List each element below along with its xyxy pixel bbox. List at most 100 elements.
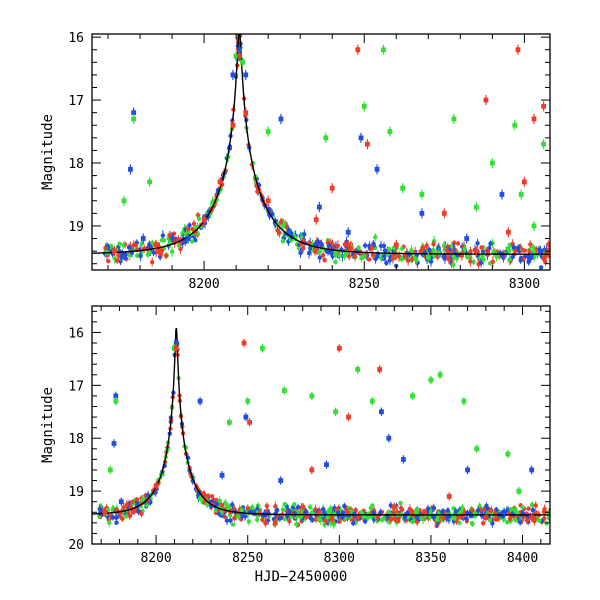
dense-point: [370, 503, 375, 509]
dense-point: [235, 514, 241, 519]
dense-point: [367, 257, 372, 262]
dense-point: [319, 241, 324, 246]
data-point: [355, 47, 361, 53]
dense-point: [537, 518, 542, 523]
dense-point: [470, 522, 475, 527]
dense-point: [524, 518, 530, 523]
dense-point: [410, 519, 415, 525]
dense-point: [369, 246, 375, 251]
dense-point: [512, 517, 518, 522]
dense-point: [529, 502, 535, 507]
dense-point: [506, 246, 511, 251]
y-tick-label: 17: [68, 379, 84, 394]
dense-point: [350, 517, 356, 522]
dense-point: [302, 232, 307, 237]
dense-point: [484, 503, 489, 509]
dense-point: [419, 248, 424, 254]
dense-point: [532, 518, 537, 524]
dense-point: [278, 220, 284, 225]
data-point: [153, 483, 159, 489]
dense-point: [300, 504, 306, 509]
data-point: [358, 135, 364, 141]
data-point: [233, 53, 239, 59]
dense-point: [378, 510, 383, 515]
data-point: [512, 122, 518, 128]
dense-point: [110, 515, 116, 520]
data-point: [227, 419, 232, 425]
dense-point: [126, 245, 132, 250]
data-point: [236, 53, 242, 59]
dense-point: [478, 260, 484, 265]
data-point: [441, 210, 447, 216]
dense-point: [526, 506, 531, 511]
data-point: [451, 116, 457, 122]
dense-point: [230, 502, 235, 507]
dense-point: [120, 516, 125, 521]
axis-ticks: [92, 306, 550, 545]
x-tick-label: 8200: [140, 551, 171, 566]
data-point: [345, 242, 351, 248]
data-point: [387, 129, 393, 134]
dense-point: [494, 254, 499, 259]
x-tick-label: 8300: [509, 277, 540, 292]
dense-point: [326, 243, 332, 248]
series-red: [112, 44, 546, 257]
y-tick-label: 19: [68, 485, 84, 500]
dense-point: [287, 518, 292, 524]
data-point: [393, 242, 399, 248]
dense-point: [316, 516, 321, 522]
dense-point: [352, 254, 358, 259]
data-point: [230, 122, 236, 128]
y-tick-label: 18: [68, 432, 84, 447]
dense-point: [508, 507, 514, 512]
dense-point: [317, 509, 322, 515]
dense-point: [452, 515, 457, 521]
data-point: [446, 494, 452, 499]
dense-point: [488, 508, 493, 513]
dense-point: [359, 510, 364, 515]
data-point: [499, 192, 505, 197]
data-point: [309, 467, 315, 473]
dense-point: [407, 506, 413, 512]
dense-point: [520, 505, 525, 510]
model-curve: [92, 34, 550, 255]
dense-point: [451, 506, 456, 511]
dense-point: [526, 259, 531, 265]
data-point: [313, 217, 319, 223]
data-point: [323, 135, 329, 141]
dense-point: [333, 259, 338, 265]
dense-point: [298, 514, 304, 519]
dense-point: [150, 259, 155, 265]
dense-point: [375, 515, 381, 520]
dense-point: [286, 227, 291, 232]
dense-point: [325, 515, 330, 520]
data-point: [281, 388, 287, 394]
y-tick-label: 16: [68, 326, 84, 341]
dense-point: [475, 241, 480, 246]
data-point: [185, 236, 191, 241]
data-point: [401, 456, 406, 462]
dense-point: [356, 245, 361, 250]
dense-point: [460, 505, 465, 510]
x-axis-label: HJD−2450000: [255, 569, 348, 585]
data-point: [309, 393, 315, 399]
data-point: [329, 185, 335, 191]
data-point: [374, 166, 380, 172]
dense-point: [451, 262, 456, 267]
data-point: [461, 398, 467, 404]
dense-point: [230, 522, 236, 527]
dense-point: [193, 225, 198, 230]
dense-point: [306, 240, 312, 246]
dense-point: [242, 514, 248, 519]
data-point: [245, 398, 251, 404]
dense-point: [480, 520, 486, 526]
data-point: [419, 210, 425, 216]
dense-point: [139, 511, 144, 517]
data-point: [111, 441, 117, 446]
dense-point: [520, 247, 526, 253]
data-point: [537, 248, 543, 254]
data-point: [217, 179, 223, 185]
data-point: [259, 345, 265, 351]
data-point: [361, 103, 367, 109]
